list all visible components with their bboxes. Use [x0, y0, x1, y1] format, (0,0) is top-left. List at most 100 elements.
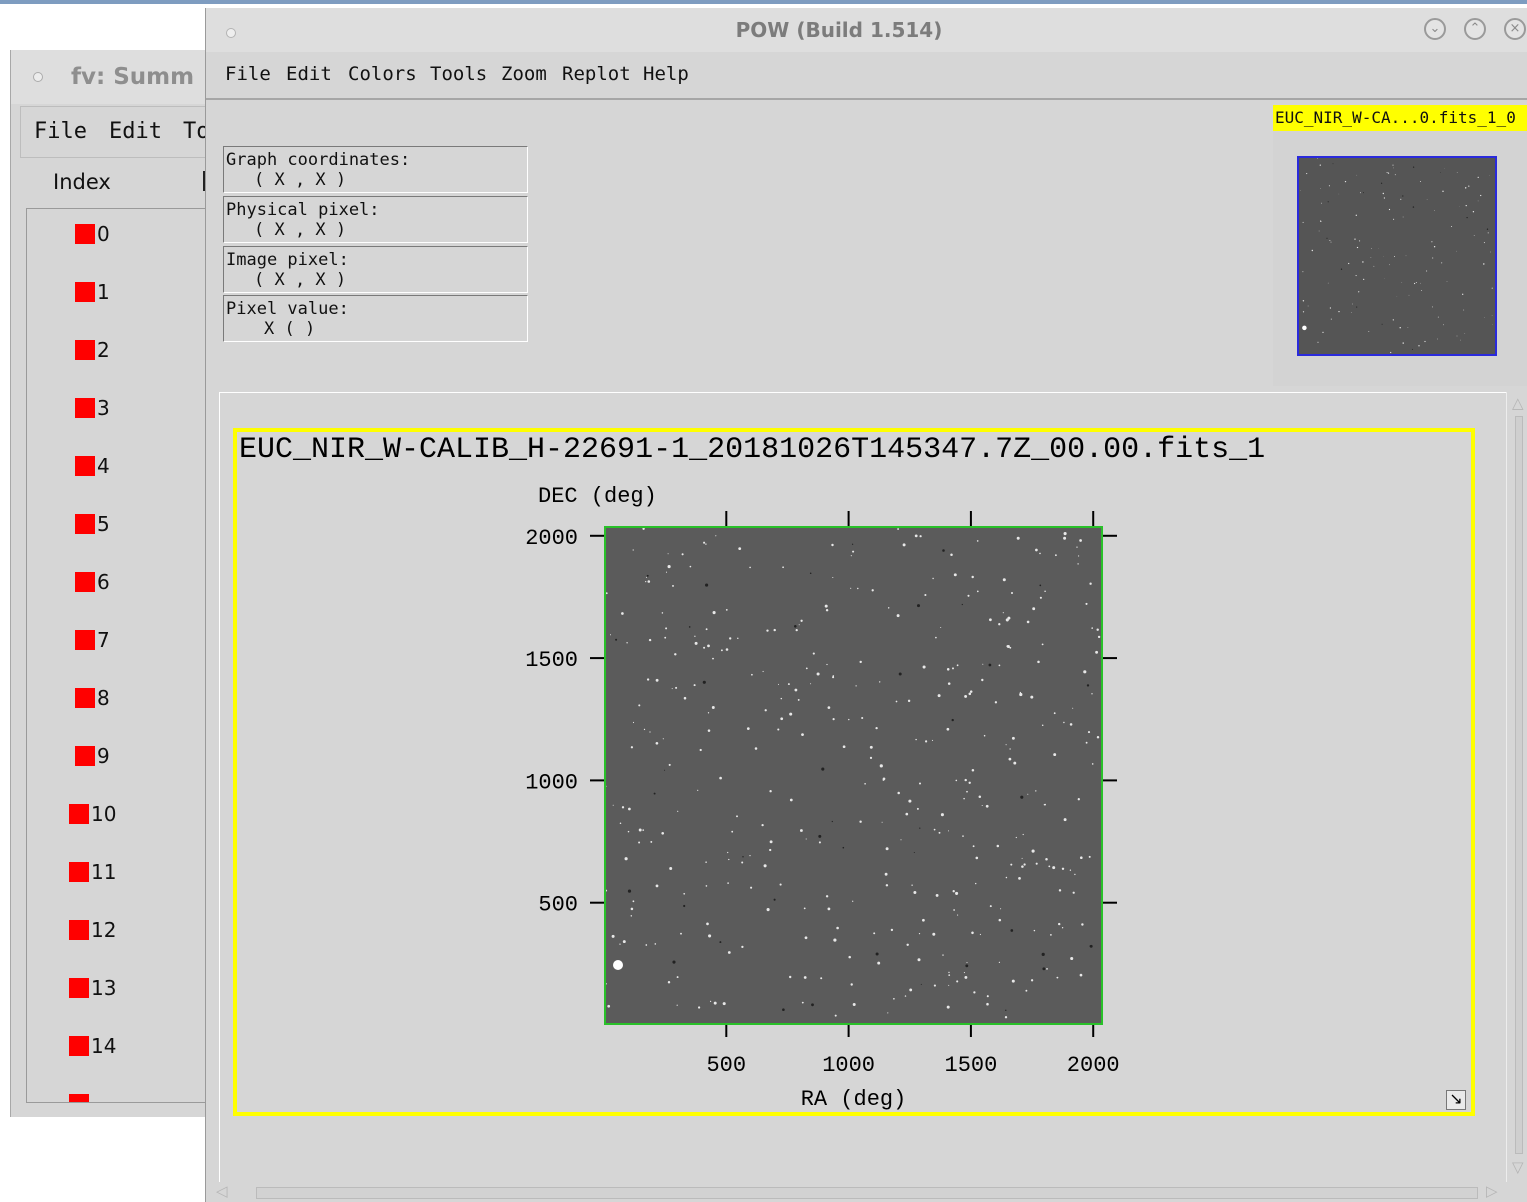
- list-item[interactable]: 12: [69, 917, 116, 943]
- graph-coordinates-value: ( X , X ): [254, 170, 347, 190]
- window-menu-icon[interactable]: [226, 28, 236, 38]
- star: [850, 555, 852, 557]
- fv-menu-file[interactable]: File: [34, 119, 87, 144]
- fits-image[interactable]: [604, 526, 1103, 1025]
- menu-colors[interactable]: Colors: [348, 63, 417, 85]
- star: [729, 637, 732, 640]
- menu-replot[interactable]: Replot: [562, 63, 631, 85]
- scroll-down-icon[interactable]: ▽: [1512, 1158, 1524, 1176]
- star: [627, 830, 630, 833]
- star: [1486, 228, 1489, 230]
- fv-menu-edit[interactable]: Edit: [109, 119, 162, 144]
- star: [1477, 176, 1479, 179]
- star: [654, 943, 657, 945]
- star: [879, 764, 883, 768]
- bright-star: [1302, 325, 1307, 331]
- list-item[interactable]: 0: [75, 221, 110, 247]
- star: [676, 1004, 678, 1006]
- star: [971, 931, 974, 935]
- star: [1045, 858, 1048, 861]
- list-item[interactable]: 14: [69, 1033, 116, 1059]
- star: [1487, 232, 1489, 234]
- menu-edit[interactable]: Edit: [286, 63, 332, 85]
- minimize-icon[interactable]: ⌄: [1424, 18, 1446, 40]
- graph-frame[interactable]: [233, 428, 1475, 1116]
- star: [933, 828, 936, 831]
- menu-zoom[interactable]: Zoom: [501, 63, 547, 85]
- list-item[interactable]: 9: [75, 743, 110, 769]
- scroll-right-icon[interactable]: ▷: [1486, 1182, 1498, 1200]
- star: [942, 549, 945, 552]
- list-item[interactable]: 5: [75, 511, 110, 537]
- plot-canvas[interactable]: [219, 392, 1507, 1183]
- red-marker-icon: [69, 1036, 89, 1056]
- star: [1010, 591, 1014, 595]
- star: [1393, 167, 1394, 169]
- star: [998, 961, 1001, 964]
- red-marker-icon: [75, 282, 95, 302]
- star: [956, 980, 959, 983]
- scroll-up-icon[interactable]: △: [1512, 394, 1524, 412]
- list-item-partial[interactable]: [69, 1091, 91, 1102]
- list-item[interactable]: 3: [75, 395, 110, 421]
- menu-help[interactable]: Help: [643, 63, 689, 85]
- star: [1362, 261, 1364, 263]
- star: [979, 933, 981, 936]
- star: [1424, 340, 1426, 343]
- star: [1355, 214, 1357, 216]
- star: [607, 1004, 611, 1008]
- pow-title-bar[interactable]: POW (Build 1.514) ⌄ ⌃ ×: [206, 8, 1527, 52]
- star: [826, 663, 828, 666]
- star: [821, 767, 825, 771]
- vertical-scroll-trough[interactable]: [1515, 416, 1523, 1154]
- scroll-left-icon[interactable]: ◁: [216, 1182, 228, 1200]
- list-item-index: 7: [97, 628, 110, 652]
- list-item[interactable]: 10: [69, 801, 116, 827]
- star: [1020, 795, 1024, 799]
- thumbnail-image[interactable]: [1297, 156, 1497, 356]
- red-marker-icon: [69, 1094, 89, 1102]
- star: [647, 580, 651, 583]
- list-item[interactable]: 2: [75, 337, 110, 363]
- star: [789, 798, 793, 802]
- list-item[interactable]: 1: [75, 279, 110, 305]
- star: [1013, 761, 1017, 765]
- star: [611, 934, 615, 938]
- star: [1473, 235, 1475, 237]
- close-icon[interactable]: ×: [1504, 18, 1526, 40]
- thumbnail-label[interactable]: EUC_NIR_W-CA...0.fits_1_0: [1273, 105, 1527, 131]
- list-item[interactable]: 8: [75, 685, 110, 711]
- list-item[interactable]: 11: [69, 859, 116, 885]
- list-item[interactable]: 6: [75, 569, 110, 595]
- horizontal-scrollbar[interactable]: ◁ ▷: [206, 1182, 1527, 1202]
- red-marker-icon: [75, 572, 95, 592]
- star: [683, 904, 686, 908]
- star: [1018, 877, 1021, 880]
- star: [1491, 287, 1493, 289]
- star: [705, 861, 707, 863]
- star: [703, 541, 706, 544]
- vertical-scrollbar[interactable]: △ ▽: [1506, 392, 1527, 1182]
- resize-icon[interactable]: ↘: [1446, 1090, 1466, 1110]
- horizontal-scroll-trough[interactable]: [256, 1187, 1478, 1199]
- star: [1089, 582, 1092, 585]
- list-item[interactable]: 7: [75, 627, 110, 653]
- menu-tools[interactable]: Tools: [430, 63, 488, 85]
- star: [1412, 166, 1415, 168]
- star: [848, 955, 851, 959]
- list-item[interactable]: 13: [69, 975, 116, 1001]
- star: [1394, 174, 1396, 176]
- star: [1089, 945, 1091, 947]
- star: [975, 882, 977, 885]
- star: [1405, 255, 1407, 257]
- red-marker-icon: [75, 456, 95, 476]
- window-menu-icon[interactable]: [33, 72, 43, 82]
- index-column-header[interactable]: Index: [53, 170, 111, 194]
- star: [859, 820, 862, 823]
- menu-file[interactable]: File: [225, 63, 271, 85]
- list-item[interactable]: 4: [75, 453, 110, 479]
- star: [964, 694, 968, 698]
- star: [683, 892, 686, 895]
- maximize-icon[interactable]: ⌃: [1464, 18, 1486, 40]
- fv-title-bar[interactable]: fv: Summ: [11, 50, 211, 104]
